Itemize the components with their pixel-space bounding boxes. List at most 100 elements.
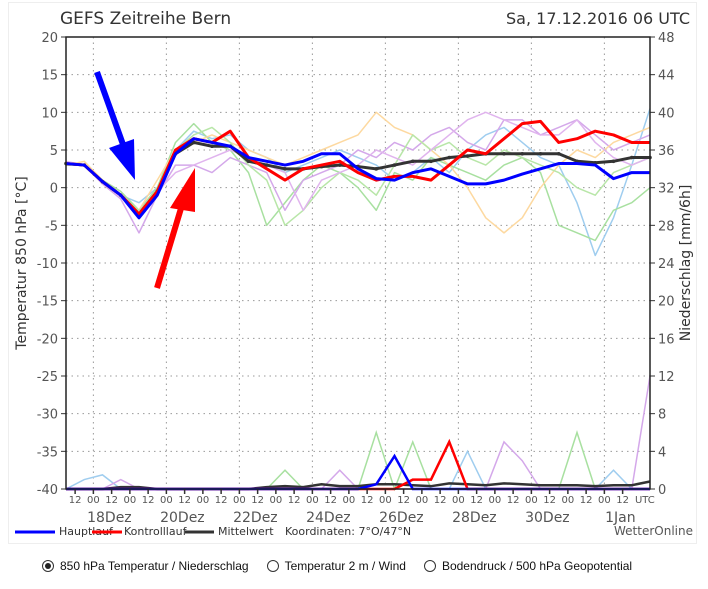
option-label: Bodendruck / 500 hPa Geopotential <box>441 559 633 573</box>
y-tick-label-right: 8 <box>658 408 666 423</box>
x-tick-label: UTC <box>635 495 655 506</box>
annotation-arrows <box>94 70 195 289</box>
temp-line-hauptlauf <box>65 137 650 220</box>
y-tick-label-right: 44 <box>658 69 675 84</box>
chart-title: GEFS Zeitreihe Bern <box>60 9 231 29</box>
radio-selected[interactable] <box>42 560 54 572</box>
y-axis-left-label: Temperatur 850 hPa [°C] <box>14 176 30 350</box>
x-tick-label: 12 <box>105 495 118 506</box>
option-label: 850 hPa Temperatur / Niederschlag <box>60 559 249 573</box>
legend-label-hauptlauf: Hauptlauf <box>59 525 114 538</box>
mean-point <box>283 167 287 171</box>
x-tick-label: 00 <box>489 495 502 506</box>
y-tick-label-right: 0 <box>658 483 666 498</box>
y-axis-right-label: Niederschlag [mm/6h] <box>678 185 694 342</box>
mean-point <box>629 155 634 160</box>
x-tick-label: 00 <box>160 495 173 506</box>
chart-type-selector: 850 hPa Temperatur / Niederschlag Temper… <box>42 559 632 573</box>
date-label: 22Dez <box>233 510 278 526</box>
x-tick-label: 00 <box>124 495 137 506</box>
x-tick-label: 12 <box>215 495 228 506</box>
mean-point <box>611 159 616 164</box>
x-tick-label: 00 <box>562 495 575 506</box>
gefs-chart: GEFS Zeitreihe Bern Sa, 17.12.2016 06 UT… <box>14 9 694 538</box>
y-tick-label-left: -25 <box>37 370 58 385</box>
run-label: Sa, 17.12.2016 06 UTC <box>506 9 690 28</box>
y-tick-label-right: 16 <box>658 332 675 347</box>
radio[interactable] <box>266 560 279 572</box>
date-label: 20Dez <box>160 510 205 526</box>
option-temperatur-2m[interactable]: Temperatur 2 m / Wind <box>266 559 406 573</box>
mean-point <box>465 154 470 158</box>
option-label: Temperatur 2 m / Wind <box>284 559 406 573</box>
precip-line-kontrolllauf <box>66 438 650 491</box>
x-tick-label: 00 <box>270 495 283 506</box>
mean-point <box>538 151 543 156</box>
x-tick-label: 00 <box>87 495 100 506</box>
x-tick-label: 12 <box>580 495 593 506</box>
y-tick-label-left: 0 <box>50 182 58 197</box>
mean-point <box>410 159 415 164</box>
x-tick-label: 12 <box>324 495 337 506</box>
chart-panel <box>8 2 697 544</box>
legend-label-mittelwert: Mittelwert <box>218 525 274 538</box>
y-tick-label-right: 12 <box>658 370 675 385</box>
x-tick-label: 12 <box>434 495 447 506</box>
mean-point <box>429 159 433 164</box>
mean-point <box>246 159 251 164</box>
x-tick-label: 12 <box>288 495 301 506</box>
x-tick-label: 00 <box>306 495 319 506</box>
mean-point <box>264 163 269 167</box>
precip-line-mitglied-2 <box>66 430 650 492</box>
y-tick-label-left: -15 <box>37 295 58 310</box>
precip-line-mitglied-1 <box>65 449 650 490</box>
y-tick-label-right: 28 <box>658 219 675 234</box>
y-tick-label-left: 10 <box>41 106 58 121</box>
y-tick-label-left: -10 <box>37 257 58 272</box>
y-tick-label-left: 5 <box>50 144 58 159</box>
x-tick-label: 12 <box>616 495 629 506</box>
mean-point <box>556 151 561 156</box>
x-tick-label: 00 <box>379 495 392 506</box>
date-label: 24Dez <box>306 510 351 526</box>
x-tick-label: 12 <box>251 495 264 506</box>
red-arrow-head <box>170 168 195 212</box>
x-tick-label: 00 <box>452 495 465 506</box>
blue-arrow-head <box>109 139 135 180</box>
y-tick-label-left: -5 <box>45 219 58 234</box>
temp-line-mitglied-4 <box>65 111 651 234</box>
date-label: 28Dez <box>452 510 497 526</box>
x-tick-label: 12 <box>69 495 82 506</box>
mean-point <box>392 163 397 167</box>
x-tick-label: 00 <box>416 495 429 506</box>
y-tick-label-left: -35 <box>37 445 58 460</box>
mean-point <box>374 167 379 171</box>
mean-point <box>210 144 214 149</box>
y-tick-label-right: 20 <box>658 295 675 310</box>
y-tick-label-left: -20 <box>37 332 58 347</box>
date-label: 30Dez <box>525 510 570 526</box>
y-tick-label-right: 36 <box>658 144 675 159</box>
mean-point <box>520 151 525 156</box>
mean-point <box>447 155 452 160</box>
x-tick-label: 00 <box>343 495 356 506</box>
option-bodendruck[interactable]: Bodendruck / 500 hPa Geopotential <box>423 559 633 573</box>
y-tick-label-right: 4 <box>658 445 666 460</box>
x-tick-label: 12 <box>361 495 374 506</box>
option-850hpa-temperatur[interactable]: 850 hPa Temperatur / Niederschlag <box>42 559 249 573</box>
x-tick-label: 12 <box>142 495 155 506</box>
y-tick-label-left: 20 <box>41 31 58 46</box>
coordinates-label: Koordinaten: 7°O/47°N <box>285 525 411 538</box>
plot-area-border <box>65 36 651 490</box>
x-tick-label: 00 <box>233 495 246 506</box>
precip-line-mitglied-3 <box>66 375 651 490</box>
mean-point <box>502 151 506 156</box>
y-tick-label-left: -30 <box>37 408 58 423</box>
y-tick-label-left: -40 <box>37 483 58 498</box>
y-tick-label-left: 15 <box>41 69 58 84</box>
radio[interactable] <box>423 560 436 572</box>
x-tick-label: 12 <box>507 495 520 506</box>
date-label: 18Dez <box>87 510 132 526</box>
temp-line-kontrolllauf <box>65 119 650 216</box>
brand-label: WetterOnline <box>614 524 693 538</box>
